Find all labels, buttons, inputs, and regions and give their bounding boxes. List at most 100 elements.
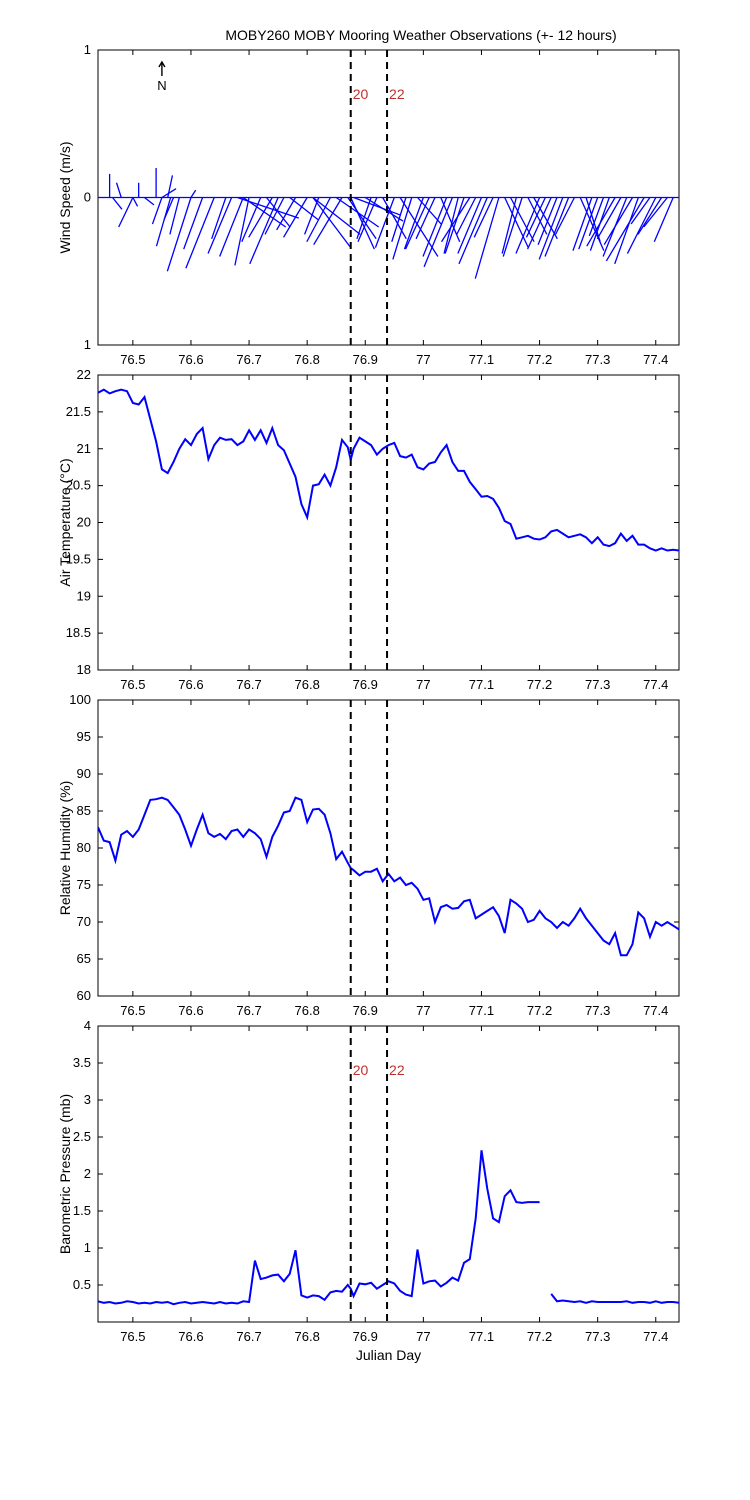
wind-vector xyxy=(422,197,448,257)
wind-vector xyxy=(457,197,483,254)
y-tick-label: 3.5 xyxy=(73,1055,91,1070)
wind-vector xyxy=(166,197,192,272)
x-tick-label: 77 xyxy=(416,677,430,692)
wind-vector xyxy=(415,197,436,240)
x-tick-label: 77.1 xyxy=(469,1329,494,1344)
x-tick-label: 77.1 xyxy=(469,677,494,692)
wind-vector xyxy=(423,197,454,268)
wind-vector xyxy=(242,196,287,228)
wind-vector xyxy=(112,197,123,210)
wind-vector xyxy=(392,197,413,260)
y-tick-label: 21.5 xyxy=(66,404,91,419)
wind-vector xyxy=(572,197,593,251)
x-tick-label: 76.8 xyxy=(295,352,320,367)
series-line xyxy=(98,388,679,552)
x-tick-label: 77.4 xyxy=(643,1329,668,1344)
plot-area xyxy=(98,168,679,279)
wind-vector xyxy=(169,197,180,235)
wind-vector xyxy=(502,197,523,257)
wind-vector xyxy=(578,197,599,250)
panel-1: 76.5 76.6 76.7 76.8 76.9 77 77.1 77.2 77.3 77.4 1 0… xyxy=(57,42,680,367)
wind-vector xyxy=(444,197,465,254)
panel-3: 76.5 76.6 76.7 76.8 76.9 77 77.1 77.2 77.3 77.4 60… xyxy=(57,692,680,1018)
wind-vector xyxy=(374,197,395,248)
x-tick-label: 77.1 xyxy=(469,352,494,367)
y-tick-label: 1 xyxy=(84,337,91,352)
y-tick-label: 60 xyxy=(77,988,91,1003)
wind-vector xyxy=(248,197,273,238)
wind-vector xyxy=(586,197,616,247)
wind-vector xyxy=(585,197,601,242)
x-tick-label: 76.6 xyxy=(178,1003,203,1018)
wind-vector xyxy=(537,197,558,245)
wind-vector xyxy=(525,197,546,238)
x-tick-label: 76.9 xyxy=(353,677,378,692)
y-axis-label: Wind Speed (m/s) xyxy=(57,141,73,253)
wind-vector xyxy=(356,197,372,240)
y-axis-label: Barometric Pressure (mb) xyxy=(57,1094,73,1254)
x-tick-label: 77.3 xyxy=(585,1329,610,1344)
x-tick-label: 77.3 xyxy=(585,677,610,692)
axes-box xyxy=(97,374,680,671)
x-tick-label: 76.7 xyxy=(236,1329,261,1344)
y-tick-label: 85 xyxy=(77,803,91,818)
wind-vector xyxy=(115,182,122,198)
wind-vector xyxy=(234,197,250,266)
wind-vector xyxy=(588,197,605,237)
wind-vector xyxy=(456,197,477,235)
wind-vector xyxy=(403,197,424,250)
x-tick-label: 77.4 xyxy=(643,677,668,692)
wind-vector xyxy=(118,197,134,228)
time-marker-label: 20 xyxy=(353,86,369,102)
wind-vector xyxy=(391,197,407,242)
wind-vector xyxy=(614,197,639,265)
panel-2: 76.5 76.6 76.7 76.8 76.9 77 77.1 77.2 77.3 77.4 18… xyxy=(57,367,680,692)
wind-vector xyxy=(312,196,361,235)
wind-vector xyxy=(515,197,541,254)
wind-vector xyxy=(440,197,471,243)
y-tick-label: 95 xyxy=(77,729,91,744)
x-tick-label: 76.6 xyxy=(178,352,203,367)
wind-vector xyxy=(151,197,163,225)
y-tick-label: 65 xyxy=(77,951,91,966)
y-tick-label: 100 xyxy=(69,692,91,707)
x-tick-label: 76.5 xyxy=(120,1329,145,1344)
y-tick-label: 90 xyxy=(77,766,91,781)
x-tick-label: 76.9 xyxy=(353,1329,378,1344)
x-tick-label: 76.8 xyxy=(295,1329,320,1344)
wind-vector xyxy=(347,197,377,240)
wind-vector xyxy=(504,197,529,248)
y-tick-label: 80 xyxy=(77,840,91,855)
wind-vector xyxy=(353,196,402,216)
wind-vector xyxy=(155,197,172,247)
x-tick-label: 77.3 xyxy=(585,1003,610,1018)
x-tick-label: 76.8 xyxy=(295,677,320,692)
wind-vector xyxy=(605,197,645,262)
wind-vector xyxy=(163,197,175,220)
wind-vector xyxy=(399,197,439,257)
wind-vector xyxy=(364,196,404,222)
y-tick-label: 1 xyxy=(84,42,91,57)
y-tick-label: 18.5 xyxy=(66,625,91,640)
x-tick-label: 76.9 xyxy=(353,1003,378,1018)
x-tick-label: 76.7 xyxy=(236,1003,261,1018)
wind-vector xyxy=(249,197,279,265)
y-tick-label: 18 xyxy=(77,662,91,677)
wind-vector xyxy=(207,197,233,254)
x-tick-label: 76.5 xyxy=(120,1003,145,1018)
wind-vector xyxy=(626,197,657,254)
axes-box xyxy=(97,699,680,997)
x-axis-label: Julian Day xyxy=(356,1347,421,1363)
wind-vector xyxy=(637,197,663,235)
x-tick-label: 77 xyxy=(416,352,430,367)
x-tick-label: 76.5 xyxy=(120,352,145,367)
series-line xyxy=(550,1293,679,1304)
wind-vector xyxy=(603,197,634,246)
y-tick-label: 2.5 xyxy=(73,1129,91,1144)
wind-vector xyxy=(219,197,244,257)
wind-vector xyxy=(306,197,331,243)
y-tick-label: 4 xyxy=(84,1018,91,1033)
time-marker-label: 20 xyxy=(353,1062,369,1078)
y-tick-label: 0 xyxy=(84,190,91,205)
